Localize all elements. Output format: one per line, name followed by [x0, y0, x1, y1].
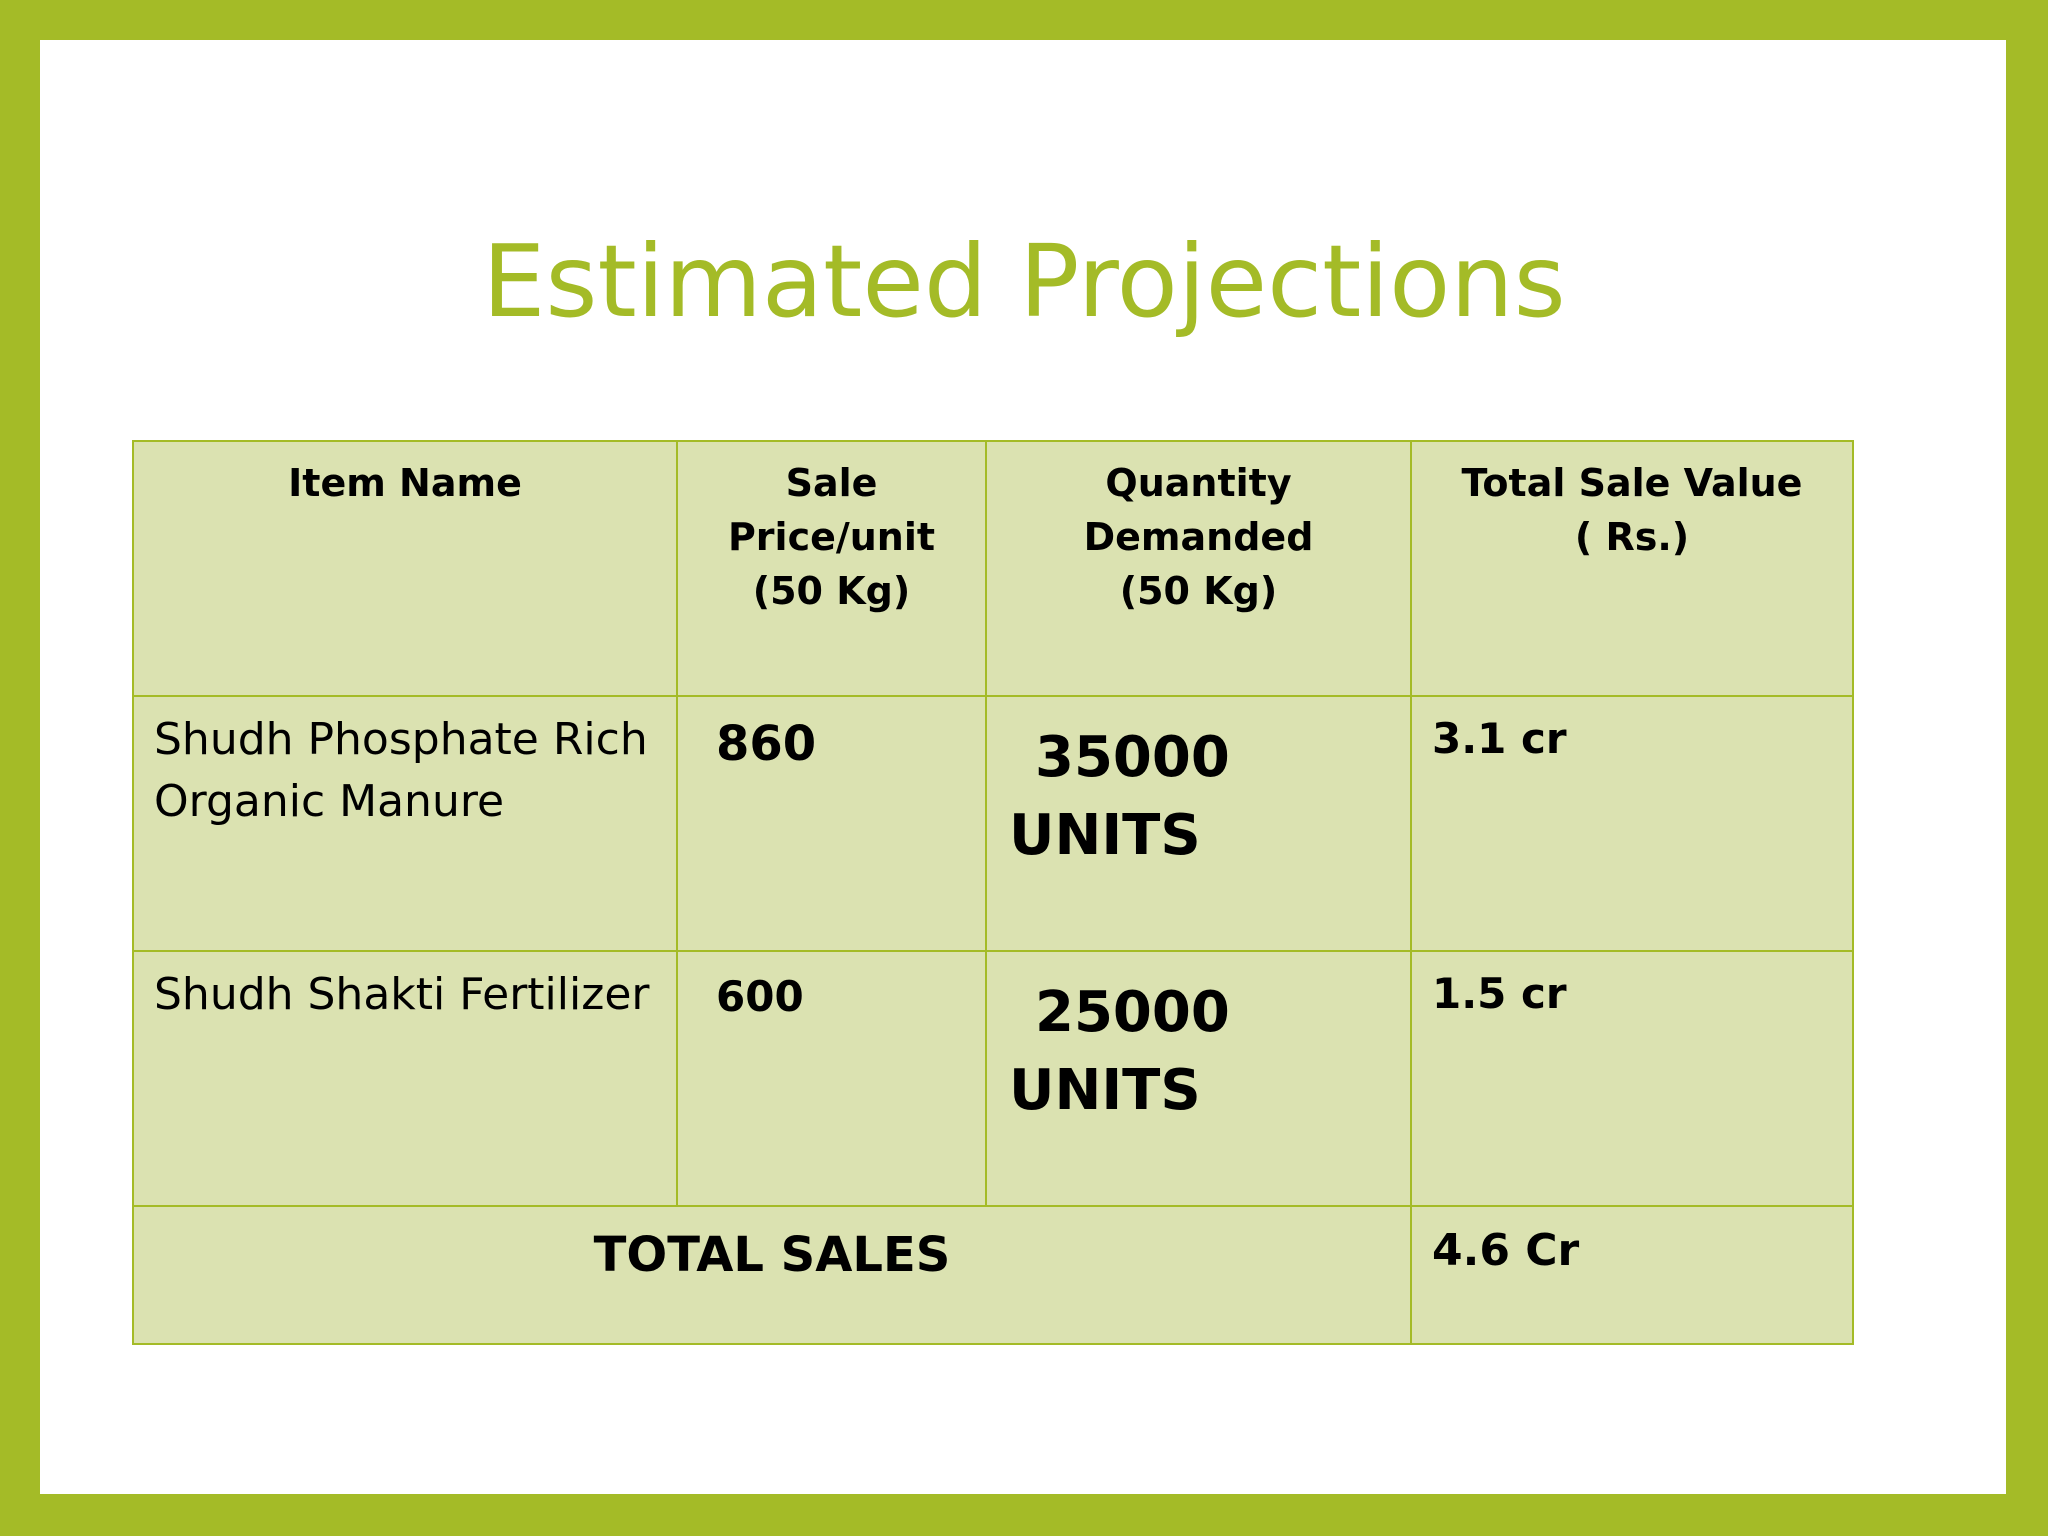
- total-sales-row: TOTAL SALES 4.6 Cr: [132, 1205, 1854, 1345]
- header-item-name: Item Name: [132, 440, 678, 697]
- item-name-cell: Shudh Shakti Fertilizer: [132, 950, 678, 1207]
- total-value-cell: 1.5 cr: [1410, 950, 1854, 1207]
- header-quantity-demanded: Quantity Demanded (50 Kg): [985, 440, 1412, 697]
- projections-table: Item Name Sale Price/unit (50 Kg) Quanti…: [132, 440, 1854, 1345]
- table-row: Shudh Phosphate Rich Organic Manure 860 …: [132, 695, 1854, 952]
- header-total-sale-value: Total Sale Value ( Rs.): [1410, 440, 1854, 697]
- quantity-cell: 35000 UNITS: [985, 695, 1412, 952]
- header-sale-price: Sale Price/unit (50 Kg): [676, 440, 987, 697]
- quantity-cell: 25000 UNITS: [985, 950, 1412, 1207]
- total-sales-value: 4.6 Cr: [1410, 1205, 1854, 1345]
- table-row: Shudh Shakti Fertilizer 600 25000 UNITS …: [132, 950, 1854, 1207]
- total-value-cell: 3.1 cr: [1410, 695, 1854, 952]
- table-header-row: Item Name Sale Price/unit (50 Kg) Quanti…: [132, 440, 1854, 697]
- sale-price-cell: 600: [676, 950, 987, 1207]
- item-name-cell: Shudh Phosphate Rich Organic Manure: [132, 695, 678, 952]
- sale-price-cell: 860: [676, 695, 987, 952]
- slide-title: Estimated Projections: [482, 223, 1566, 340]
- total-sales-label: TOTAL SALES: [132, 1205, 1412, 1345]
